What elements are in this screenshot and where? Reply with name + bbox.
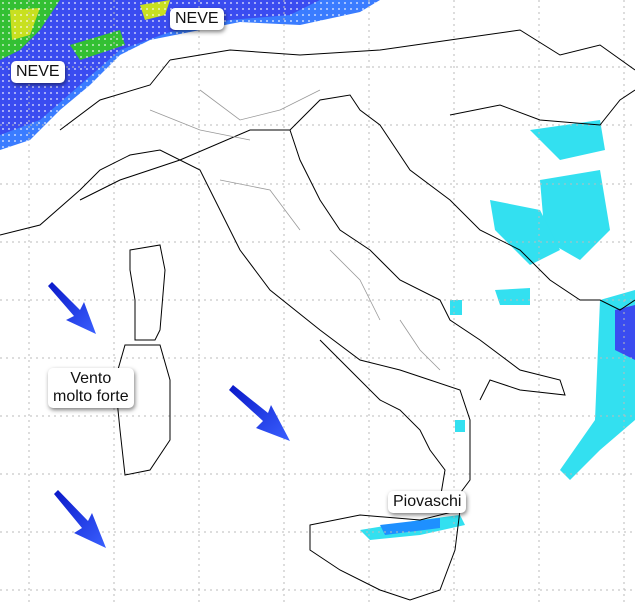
borders [0, 29, 635, 601]
snow-label-west: NEVE [11, 61, 65, 83]
wind-arrows [48, 282, 290, 548]
rain-area [360, 120, 635, 540]
showers-label: Piovaschi [388, 491, 467, 513]
wind-arrow-icon [54, 490, 106, 548]
wind-label-line1: Vento [70, 370, 112, 387]
wind-arrow-icon [48, 282, 96, 334]
snow-area [0, 0, 380, 150]
region-borders [149, 89, 441, 371]
wind-label-line2: molto forte [53, 388, 129, 405]
snow-label-north: NEVE [170, 8, 224, 30]
wind-label: Vento molto forte [48, 368, 134, 408]
wind-arrow-icon [229, 385, 290, 441]
